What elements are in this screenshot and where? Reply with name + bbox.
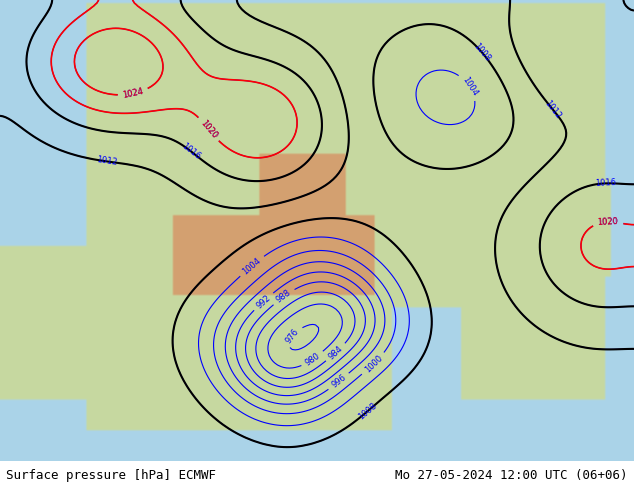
Text: 1024: 1024 (122, 87, 145, 100)
Text: 1020: 1020 (198, 119, 219, 140)
Text: 980: 980 (304, 351, 321, 368)
Text: 1024: 1024 (122, 87, 145, 100)
Text: 984: 984 (327, 343, 345, 361)
Text: 1016: 1016 (180, 142, 202, 161)
Text: 1020: 1020 (597, 217, 619, 227)
Text: 1004: 1004 (460, 75, 479, 98)
Text: 988: 988 (275, 288, 293, 305)
Text: 992: 992 (255, 293, 273, 310)
Text: 976: 976 (284, 327, 301, 345)
Text: 1012: 1012 (96, 155, 118, 168)
Text: 1020: 1020 (198, 119, 219, 140)
Text: 1012: 1012 (543, 98, 563, 121)
Text: 1004: 1004 (241, 256, 263, 276)
Text: 996: 996 (330, 373, 347, 390)
Text: Surface pressure [hPa] ECMWF: Surface pressure [hPa] ECMWF (6, 469, 216, 482)
Text: Mo 27-05-2024 12:00 UTC (06+06): Mo 27-05-2024 12:00 UTC (06+06) (395, 469, 628, 482)
Text: 1000: 1000 (363, 353, 384, 374)
Text: 1008: 1008 (472, 42, 493, 64)
Text: 1008: 1008 (357, 401, 378, 421)
Text: 1020: 1020 (597, 217, 619, 227)
Text: 1016: 1016 (594, 178, 616, 189)
